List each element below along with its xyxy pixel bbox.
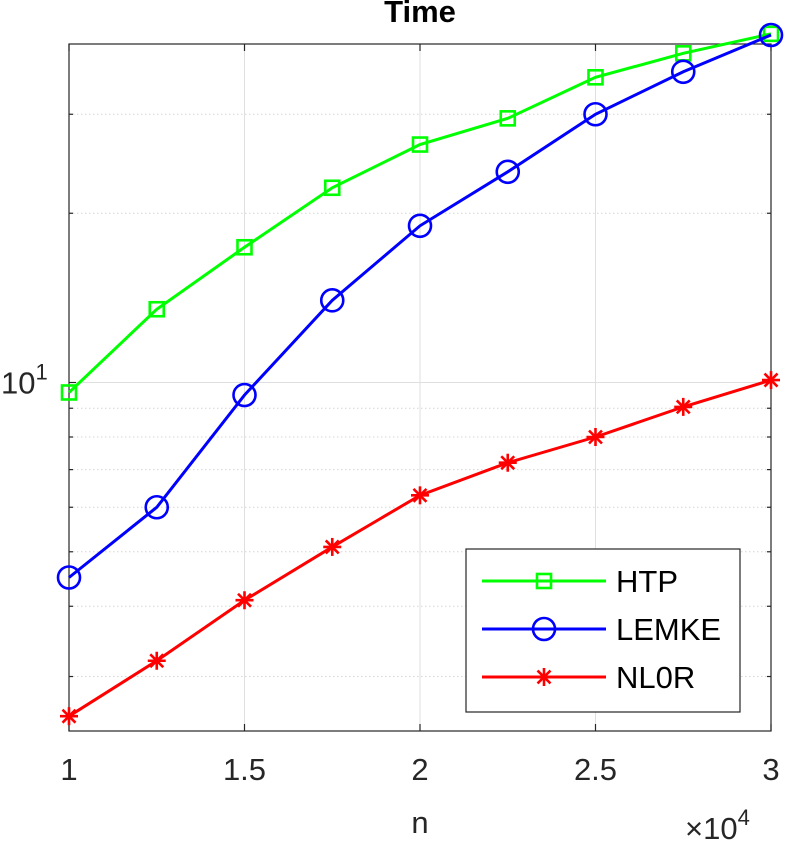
y-tick-power: 1 xyxy=(35,360,47,385)
data-point xyxy=(60,707,78,726)
data-point xyxy=(411,136,429,153)
x-exponent-power: 4 xyxy=(738,805,750,830)
legend-marker xyxy=(531,616,557,642)
data-point xyxy=(60,384,78,401)
series-htp xyxy=(60,25,780,401)
data-point xyxy=(235,591,254,610)
series-lemke xyxy=(56,22,784,590)
legend-label: NL0R xyxy=(616,660,695,695)
data-point xyxy=(674,397,693,416)
data-point xyxy=(499,110,517,127)
data-point xyxy=(236,238,253,256)
legend-marker xyxy=(535,668,553,686)
data-point xyxy=(319,288,345,313)
x-exponent-base: ×10 xyxy=(685,811,738,843)
y-tick-labels: 101 xyxy=(1,360,48,401)
data-point xyxy=(758,22,784,48)
data-point xyxy=(148,300,166,318)
data-point xyxy=(144,494,170,520)
data-point xyxy=(411,486,429,505)
x-tick-label: 1 xyxy=(60,752,77,787)
y-tick-base: 10 xyxy=(1,366,35,401)
data-point xyxy=(586,428,605,447)
data-point xyxy=(498,453,517,472)
data-point xyxy=(762,371,780,390)
x-tick-label: 1.5 xyxy=(223,752,266,787)
data-point xyxy=(583,101,608,127)
legend-entry-lemke: LEMKE xyxy=(482,612,721,647)
data-point xyxy=(147,651,166,670)
legend-entry-htp: HTP xyxy=(482,564,678,599)
legend: HTP LEMKE NL0R xyxy=(465,548,741,713)
y-tick-label: 101 xyxy=(1,360,48,401)
data-point xyxy=(587,69,604,86)
series-layer xyxy=(56,22,784,726)
x-tick-label: 2 xyxy=(411,752,428,787)
data-point xyxy=(323,179,341,197)
series-nl0r xyxy=(60,371,780,726)
legend-label: LEMKE xyxy=(616,612,721,647)
x-tick-label: 3 xyxy=(762,752,779,787)
legend-entry-nl0r: NL0R xyxy=(482,660,695,695)
data-point xyxy=(56,565,82,590)
x-tick-label: 2.5 xyxy=(574,752,617,787)
legend-label: HTP xyxy=(616,564,678,599)
data-point xyxy=(670,59,696,85)
svg-text:×104: ×104 xyxy=(685,805,750,843)
legend-marker xyxy=(535,572,553,590)
x-tick-labels: 1 1.5 2 2.5 3 xyxy=(60,752,779,787)
x-axis-label: n xyxy=(411,805,428,840)
data-point xyxy=(407,213,433,239)
data-point xyxy=(495,159,521,185)
chart-title: Time xyxy=(384,0,456,29)
data-point xyxy=(232,382,257,408)
data-point xyxy=(762,25,780,43)
data-point xyxy=(323,537,342,556)
series-line xyxy=(67,32,772,394)
series-line xyxy=(68,33,772,579)
x-exponent-label: ×104 xyxy=(685,805,750,843)
